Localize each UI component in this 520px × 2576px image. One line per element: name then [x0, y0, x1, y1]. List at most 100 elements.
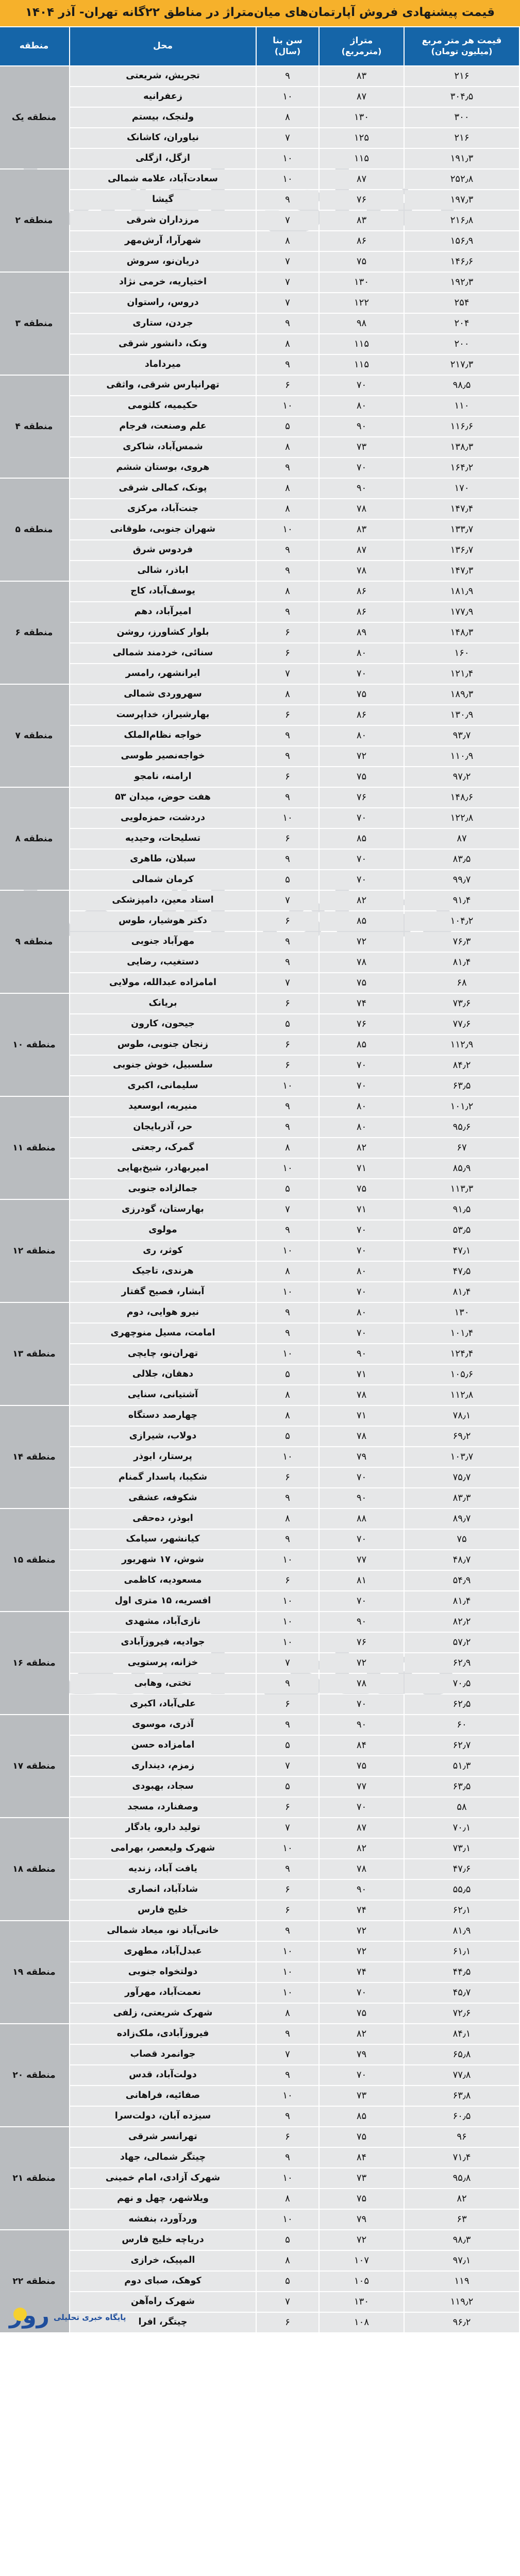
apartment-price-table: قیمت هر متر مربع (میلیون تومان) متراژ (م…	[0, 26, 520, 2333]
cell-place: خواجه نظام‌الملک	[70, 725, 256, 745]
cell-area: ۸۲	[320, 890, 404, 910]
cell-price: ۶۲٫۵	[405, 1694, 519, 1714]
cell-region: منطقه ۶	[0, 581, 69, 684]
table-row: ۱۴۶٫۶ ۷۵ ۷ دریان‌نو، سروش	[0, 251, 519, 272]
cell-area: ۷۰	[320, 375, 404, 395]
cell-area: ۸۵	[320, 828, 404, 849]
cell-age: ۵	[257, 1364, 318, 1384]
table-row: ۶۳٫۸ ۷۳ ۱۰ صفائیه، فراهانی	[0, 2086, 519, 2106]
cell-place: شادآباد، انصاری	[70, 1879, 256, 1900]
table-row: ۱۹۱٫۳ ۱۱۵ ۱۰ ازگل، ازگلی	[0, 148, 519, 168]
cell-place: مرزداران شرقی	[70, 210, 256, 230]
table-row: ۱۱۶٫۶ ۹۰ ۵ علم وصنعت، فرجام	[0, 416, 519, 436]
cell-price: ۱۳۶٫۷	[405, 540, 519, 560]
cell-price: ۸۵٫۹	[405, 1158, 519, 1178]
cell-place: حکیمیه، کلثومی	[70, 396, 256, 416]
cell-area: ۷۵	[320, 684, 404, 704]
cell-place: تسلیحات، وحیدیه	[70, 828, 256, 849]
cell-age: ۸	[257, 334, 318, 354]
cell-age: ۶	[257, 375, 318, 395]
table-row: ۲۱۶ ۸۳ ۹ تجریش، شریعتی منطقه یک	[0, 66, 519, 168]
cell-age: ۶	[257, 1879, 318, 1900]
cell-age: ۷	[257, 2292, 318, 2312]
table-row: ۸۹٫۷ ۸۸ ۸ ابوذر، ده‌حقی منطقه ۱۵	[0, 1509, 519, 1611]
table-row: ۸۳٫۳ ۹۰ ۹ شکوفه، عشقی	[0, 1488, 519, 1508]
cell-area: ۷۴	[320, 1900, 404, 1920]
table-row: ۲۵۲٫۸ ۸۷ ۱۰ سعادت‌آباد، علامه شمالی منطقه ۲	[0, 169, 519, 272]
table-row: ۷۷٫۶ ۷۶ ۵ جیحون، کارون	[0, 1014, 519, 1034]
cell-area: ۷۰	[320, 1797, 404, 1817]
cell-region: منطقه ۲۱	[0, 2127, 69, 2229]
table-row: ۱۳۰٫۹ ۸۶ ۶ بهارشیراز، خداپرست	[0, 705, 519, 725]
cell-age: ۱۰	[257, 2209, 318, 2229]
column-header-area-line1: متراژ	[350, 36, 373, 46]
cell-age: ۱۰	[257, 1447, 318, 1467]
cell-age: ۱۰	[257, 519, 318, 539]
cell-area: ۸۳	[320, 210, 404, 230]
cell-place: نعمت‌آباد، مهرآور	[70, 1982, 256, 2003]
cell-price: ۱۳۸٫۳	[405, 437, 519, 457]
cell-age: ۶	[257, 767, 318, 787]
table-row: ۵۷٫۲ ۷۶ ۱۰ جوادیه، فیروزآبادی	[0, 1632, 519, 1652]
cell-area: ۸۴	[320, 2147, 404, 2167]
table-row: ۴۴٫۵ ۷۴ ۱۰ دولتخواه جنوبی	[0, 1962, 519, 1982]
cell-place: مهرآباد جنوبی	[70, 931, 256, 952]
cell-place: المپیک، خرازی	[70, 2250, 256, 2270]
cell-place: پونک، کمالی شرقی	[70, 478, 256, 498]
cell-area: ۷۴	[320, 993, 404, 1013]
table-row: ۹۷٫۲ ۷۵ ۶ ارامنه، نامجو	[0, 767, 519, 787]
table-row: ۸۲ ۷۵ ۸ ویلاشهر، چهل و نهم	[0, 2189, 519, 2209]
logo-mark-icon: روز	[0, 2303, 49, 2331]
cell-place: زعفرانیه	[70, 87, 256, 107]
table-row: ۲۱۶٫۸ ۸۳ ۷ مرزداران شرقی	[0, 210, 519, 230]
cell-price: ۱۲۲٫۸	[405, 808, 519, 828]
cell-area: ۸۰	[320, 396, 404, 416]
table-row: ۸۳٫۵ ۷۰ ۹ سبلان، طاهری	[0, 849, 519, 869]
cell-price: ۴۸٫۷	[405, 1550, 519, 1570]
table-row: ۱۴۷٫۴ ۷۸ ۸ جنت‌آباد، مرکزی	[0, 499, 519, 519]
cell-age: ۱۰	[257, 87, 318, 107]
table-row: ۱۲۴٫۴ ۹۰ ۱۰ تهران‌نو، چایچی	[0, 1344, 519, 1364]
cell-place: منیریه، ابوسعید	[70, 1096, 256, 1116]
cell-area: ۷۴	[320, 1962, 404, 1982]
cell-area: ۸۴	[320, 1735, 404, 1755]
cell-price: ۷۳٫۶	[405, 993, 519, 1013]
table-row: ۶۸ ۷۵ ۷ امامزاده عبدالله، مولایی	[0, 973, 519, 993]
cell-area: ۷۰	[320, 1220, 404, 1240]
table-row: ۵۵٫۵ ۹۰ ۶ شادآباد، انصاری	[0, 1879, 519, 1900]
cell-place: بهارشیراز، خداپرست	[70, 705, 256, 725]
cell-place: جوانمرد قصاب	[70, 2044, 256, 2064]
cell-age: ۱۰	[257, 169, 318, 189]
table-row: ۶۰ ۹۰ ۹ آذری، موسوی منطقه ۱۷	[0, 1715, 519, 1817]
cell-area: ۷۸	[320, 1426, 404, 1446]
cell-age: ۹	[257, 1921, 318, 1941]
cell-place: آذری، موسوی	[70, 1715, 256, 1735]
cell-region: منطقه ۳	[0, 272, 69, 375]
cell-area: ۷۰	[320, 1282, 404, 1302]
table-row: ۲۱۷٫۳ ۱۱۵ ۹ میرداماد	[0, 354, 519, 375]
cell-price: ۷۷٫۶	[405, 1014, 519, 1034]
cell-age: ۹	[257, 746, 318, 766]
table-row: ۸۴٫۲ ۷۰ ۶ سلسبیل، خوش جنوبی	[0, 1055, 519, 1075]
cell-area: ۷۲	[320, 1941, 404, 1961]
cell-region: منطقه ۷	[0, 684, 69, 787]
cell-region: منطقه ۱۷	[0, 1715, 69, 1817]
table-row: ۱۰۱٫۲ ۸۰ ۹ منیریه، ابوسعید منطقه ۱۱	[0, 1096, 519, 1199]
cell-place: امیربهادر، شیخ‌بهایی	[70, 1158, 256, 1178]
cell-price: ۶۵٫۸	[405, 2044, 519, 2064]
cell-place: شهرک ولیعصر، بهرامی	[70, 1838, 256, 1858]
site-logo[interactable]: روز پایگاه خبری تحلیلی	[0, 2302, 216, 2332]
table-row: ۹۵٫۶ ۸۰ ۹ حر، آذربایجان	[0, 1117, 519, 1137]
cell-area: ۷۰	[320, 849, 404, 869]
table-row: ۱۶۴٫۲ ۷۰ ۹ هروی، بوستان ششم	[0, 457, 519, 478]
table-row: ۴۷٫۵ ۸۰ ۸ هرندی، تاجیک	[0, 1261, 519, 1281]
cell-price: ۵۳٫۵	[405, 1220, 519, 1240]
cell-place: فردوس شرق	[70, 540, 256, 560]
cell-place: خواجه‌نصیر طوسی	[70, 746, 256, 766]
cell-area: ۱۰۷	[320, 2250, 404, 2270]
cell-price: ۱۴۸٫۶	[405, 787, 519, 807]
cell-age: ۹	[257, 1096, 318, 1116]
cell-place: جنت‌آباد، مرکزی	[70, 499, 256, 519]
table-row: ۱۸۹٫۳ ۷۵ ۸ سهروردی شمالی منطقه ۷	[0, 684, 519, 787]
cell-area: ۷۵	[320, 767, 404, 787]
